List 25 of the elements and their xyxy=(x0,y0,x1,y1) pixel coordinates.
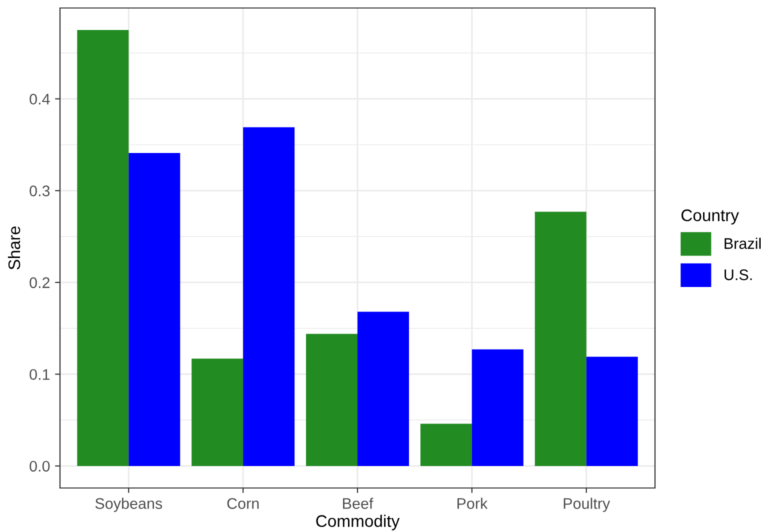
y-tick-label: 0.3 xyxy=(30,186,50,196)
y-tick-label: 0.0 xyxy=(30,460,50,472)
bar xyxy=(306,334,358,466)
x-tick-label: Pork xyxy=(457,498,488,509)
legend-label: Brazil xyxy=(724,238,761,249)
bar xyxy=(420,424,472,466)
bar xyxy=(128,153,180,466)
y-tick-label: 0.4 xyxy=(30,94,50,105)
x-tick-label: Beef xyxy=(343,498,374,509)
bar xyxy=(586,356,638,466)
y-tick-label: 0.1 xyxy=(30,369,50,380)
bar xyxy=(534,212,586,466)
x-tick-label: Poultry xyxy=(564,498,610,512)
y-tick-label: 0.2 xyxy=(30,277,50,288)
legend-label: U.S. xyxy=(724,269,752,280)
x-axis-title: Commodity xyxy=(316,514,400,530)
legend-title: Country xyxy=(681,209,739,225)
bar xyxy=(192,358,244,466)
bar xyxy=(358,312,409,466)
bar xyxy=(243,127,295,466)
x-tick-label: Soybeans xyxy=(95,498,162,512)
bar xyxy=(77,30,129,466)
bar xyxy=(472,349,524,466)
y-axis-title: Share xyxy=(8,226,20,270)
x-tick-label: Corn xyxy=(227,498,259,509)
